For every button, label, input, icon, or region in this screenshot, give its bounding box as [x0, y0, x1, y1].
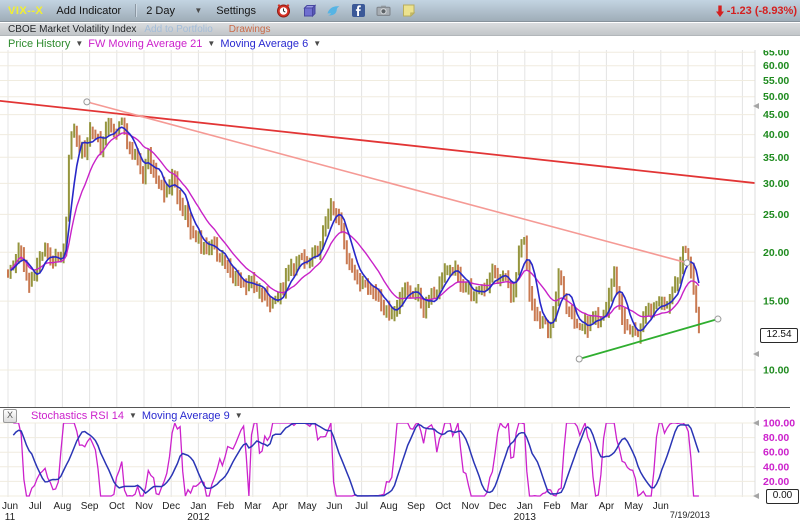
- svg-text:Apr: Apr: [599, 501, 615, 512]
- drawings-link[interactable]: Drawings: [229, 24, 271, 35]
- svg-text:Oct: Oct: [435, 501, 451, 512]
- chevron-down-icon[interactable]: ▼: [313, 40, 321, 48]
- svg-text:Feb: Feb: [217, 501, 235, 512]
- svg-text:10.00: 10.00: [763, 365, 789, 377]
- main-toolbar: VIX--X Add Indicator 2 Day ▼ Settings: [0, 0, 800, 22]
- down-arrow-icon: [715, 5, 725, 17]
- chart-canvas[interactable]: 65.0060.0055.0050.0045.0040.0035.0030.00…: [0, 50, 800, 523]
- svg-text:55.00: 55.00: [763, 75, 789, 87]
- chevron-down-icon[interactable]: ▼: [235, 412, 243, 420]
- svg-text:Mar: Mar: [571, 501, 589, 512]
- svg-text:Jul: Jul: [29, 501, 42, 512]
- alarm-clock-icon[interactable]: [276, 3, 291, 18]
- svg-text:Sep: Sep: [407, 501, 425, 512]
- svg-text:50.00: 50.00: [763, 91, 789, 103]
- svg-text:Oct: Oct: [109, 501, 125, 512]
- facebook-icon[interactable]: [351, 3, 366, 18]
- svg-text:Aug: Aug: [54, 501, 72, 512]
- svg-text:40.00: 40.00: [763, 129, 789, 141]
- svg-text:2013: 2013: [514, 512, 537, 523]
- svg-text:65.00: 65.00: [763, 50, 789, 59]
- svg-text:35.00: 35.00: [763, 152, 789, 164]
- svg-text:Sep: Sep: [81, 501, 99, 512]
- svg-text:Aug: Aug: [380, 501, 398, 512]
- cube-icon[interactable]: [301, 3, 316, 18]
- ma6-dropdown[interactable]: Moving Average 6: [220, 38, 308, 50]
- chevron-down-icon[interactable]: ▼: [129, 412, 137, 420]
- svg-text:Nov: Nov: [135, 501, 153, 512]
- indicator-panel-header: X Stochastics RSI 14 ▼ Moving Average 9 …: [0, 409, 754, 422]
- toolbar-icons: [276, 3, 416, 18]
- svg-text:40.00: 40.00: [763, 461, 789, 473]
- add-to-portfolio-link[interactable]: Add to Portfolio: [144, 24, 212, 35]
- svg-text:Jun: Jun: [653, 501, 669, 512]
- chevron-down-icon: ▼: [194, 7, 202, 15]
- svg-text:25.00: 25.00: [763, 209, 789, 221]
- symbol-subheader: CBOE Market Volatility Index Add to Port…: [0, 23, 800, 36]
- svg-text:Jul: Jul: [355, 501, 368, 512]
- current-price-box: 12.54: [760, 328, 798, 343]
- svg-text:Jun: Jun: [2, 501, 18, 512]
- symbol-label[interactable]: VIX--X: [8, 5, 43, 17]
- svg-text:30.00: 30.00: [763, 178, 789, 190]
- svg-text:May: May: [298, 501, 317, 512]
- stochastics-dropdown[interactable]: Stochastics RSI 14: [31, 410, 124, 422]
- price-history-dropdown[interactable]: Price History: [8, 38, 70, 50]
- svg-text:Jun: Jun: [326, 501, 342, 512]
- toolbar-divider: [135, 4, 136, 17]
- note-icon[interactable]: [401, 3, 416, 18]
- svg-text:100.00: 100.00: [763, 418, 795, 430]
- price-panel-header: Price History ▼ FW Moving Average 21 ▼ M…: [0, 37, 754, 50]
- svg-text:2012: 2012: [187, 512, 210, 523]
- svg-text:60.00: 60.00: [763, 60, 789, 72]
- index-name: CBOE Market Volatility Index: [8, 24, 136, 35]
- svg-text:Jan: Jan: [517, 501, 533, 512]
- price-change: -1.23 (-8.93%): [715, 5, 797, 17]
- chevron-down-icon[interactable]: ▼: [207, 40, 215, 48]
- svg-text:20.00: 20.00: [763, 247, 789, 259]
- svg-text:11: 11: [5, 512, 16, 523]
- timeframe-value: 2 Day: [146, 5, 175, 17]
- timeframe-dropdown[interactable]: 2 Day ▼: [146, 5, 202, 17]
- indicator-value-box: 0.00: [766, 489, 799, 504]
- charting-app: VIX--X Add Indicator 2 Day ▼ Settings: [0, 0, 800, 523]
- svg-text:May: May: [624, 501, 643, 512]
- ma9-dropdown[interactable]: Moving Average 9: [142, 410, 230, 422]
- add-indicator-button[interactable]: Add Indicator: [56, 5, 121, 17]
- svg-text:Dec: Dec: [162, 501, 180, 512]
- camera-icon[interactable]: [376, 3, 391, 18]
- svg-text:80.00: 80.00: [763, 432, 789, 444]
- svg-text:Feb: Feb: [543, 501, 561, 512]
- svg-text:7/19/2013: 7/19/2013: [670, 510, 710, 520]
- svg-text:Apr: Apr: [272, 501, 288, 512]
- svg-text:Nov: Nov: [462, 501, 480, 512]
- settings-button[interactable]: Settings: [216, 5, 256, 17]
- svg-text:Jan: Jan: [190, 501, 206, 512]
- svg-text:60.00: 60.00: [763, 447, 789, 459]
- ma21-dropdown[interactable]: FW Moving Average 21: [88, 38, 202, 50]
- svg-text:45.00: 45.00: [763, 109, 789, 121]
- twitter-icon[interactable]: [326, 3, 341, 18]
- svg-text:20.00: 20.00: [763, 476, 789, 488]
- chevron-down-icon[interactable]: ▼: [75, 40, 83, 48]
- svg-text:Mar: Mar: [244, 501, 262, 512]
- svg-text:Dec: Dec: [489, 501, 507, 512]
- change-value: -1.23 (-8.93%): [727, 5, 797, 17]
- svg-text:15.00: 15.00: [763, 296, 789, 308]
- close-indicator-button[interactable]: X: [3, 409, 17, 423]
